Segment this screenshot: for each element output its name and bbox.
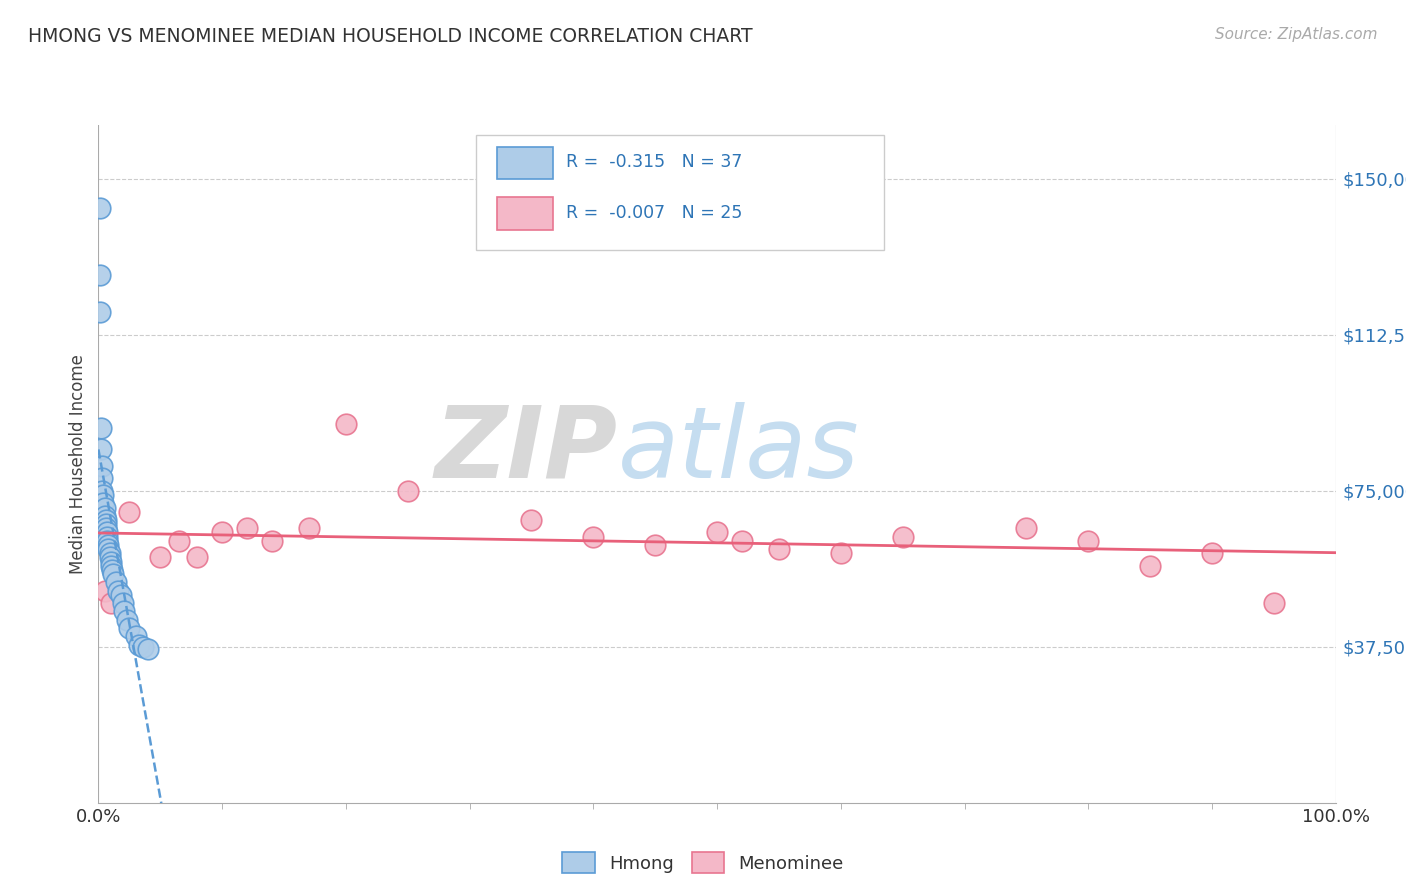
Point	[91, 458, 114, 473]
Point	[100, 558, 122, 573]
Point	[211, 525, 233, 540]
Point	[101, 563, 124, 577]
Point	[167, 533, 190, 548]
Point	[89, 268, 111, 282]
Point	[93, 500, 115, 515]
Point	[89, 201, 111, 215]
Point	[104, 575, 127, 590]
Text: atlas: atlas	[619, 401, 859, 499]
Legend: Hmong, Menominee: Hmong, Menominee	[557, 847, 849, 879]
Text: Source: ZipAtlas.com: Source: ZipAtlas.com	[1215, 27, 1378, 42]
Point	[100, 596, 122, 610]
Point	[112, 605, 135, 619]
Point	[1139, 558, 1161, 573]
Point	[90, 421, 112, 435]
Point	[98, 546, 121, 560]
Point	[93, 488, 115, 502]
Point	[96, 533, 118, 548]
Text: R =  -0.007   N = 25: R = -0.007 N = 25	[567, 204, 742, 222]
Point	[94, 513, 117, 527]
Point	[298, 521, 321, 535]
Point	[118, 621, 141, 635]
Point	[97, 538, 120, 552]
Point	[110, 588, 132, 602]
FancyBboxPatch shape	[496, 197, 553, 230]
Point	[520, 513, 543, 527]
Text: HMONG VS MENOMINEE MEDIAN HOUSEHOLD INCOME CORRELATION CHART: HMONG VS MENOMINEE MEDIAN HOUSEHOLD INCO…	[28, 27, 752, 45]
Point	[1077, 533, 1099, 548]
Point	[891, 530, 914, 544]
Point	[96, 530, 118, 544]
Point	[93, 508, 115, 523]
Point	[89, 305, 111, 319]
Point	[91, 483, 114, 498]
Point	[118, 505, 141, 519]
Point	[582, 530, 605, 544]
Point	[91, 471, 114, 485]
Point	[1015, 521, 1038, 535]
Point	[115, 613, 138, 627]
Point	[768, 542, 790, 557]
Point	[830, 546, 852, 560]
Text: R =  -0.315   N = 37: R = -0.315 N = 37	[567, 153, 742, 171]
Point	[1201, 546, 1223, 560]
Point	[93, 583, 115, 598]
Point	[1263, 596, 1285, 610]
FancyBboxPatch shape	[496, 146, 553, 179]
Point	[124, 629, 146, 643]
Point	[128, 638, 150, 652]
Point	[260, 533, 283, 548]
Point	[93, 496, 115, 510]
Point	[706, 525, 728, 540]
Point	[236, 521, 259, 535]
Point	[132, 640, 155, 654]
Point	[97, 542, 120, 557]
Point	[644, 538, 666, 552]
Point	[98, 550, 121, 565]
Point	[731, 533, 754, 548]
Point	[396, 483, 419, 498]
Point	[112, 596, 135, 610]
Point	[94, 517, 117, 532]
Point	[94, 521, 117, 535]
Point	[335, 417, 357, 432]
Point	[107, 583, 129, 598]
Y-axis label: Median Household Income: Median Household Income	[69, 354, 87, 574]
Point	[96, 525, 118, 540]
FancyBboxPatch shape	[475, 135, 884, 251]
Point	[100, 555, 122, 569]
Point	[149, 550, 172, 565]
Point	[90, 442, 112, 457]
Point	[103, 567, 125, 582]
Point	[136, 641, 159, 656]
Point	[186, 550, 208, 565]
Text: ZIP: ZIP	[434, 401, 619, 499]
